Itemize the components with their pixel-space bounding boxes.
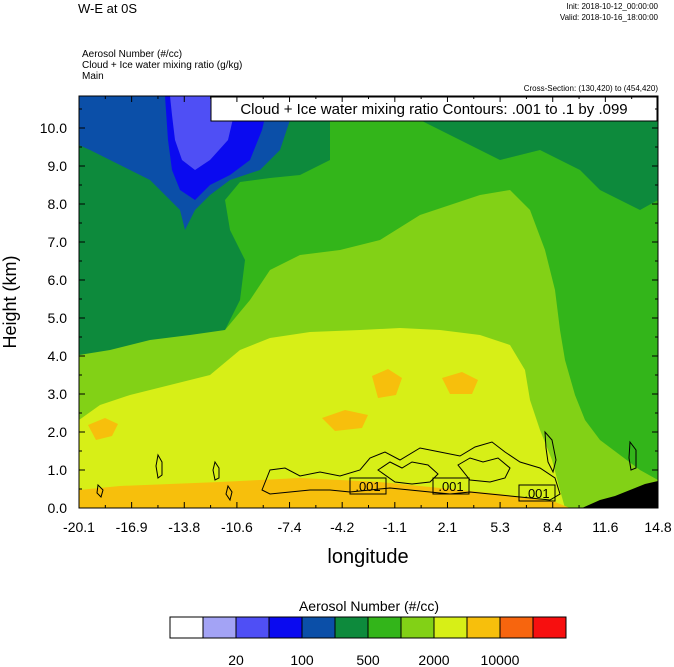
x-axis-title: longitude	[327, 546, 408, 568]
cloud-contour-line	[261, 441, 561, 501]
colorbar-swatch	[268, 616, 303, 639]
filled-contours	[79, 96, 658, 508]
terrain	[582, 481, 658, 508]
y-tick-label: 8.0	[48, 196, 68, 212]
contour-info-box	[210, 96, 658, 122]
colorbar-title: Aerosol Number (#/cc)	[299, 598, 439, 614]
contour-labels: .001 .001 .001	[349, 477, 556, 502]
contour-info-text: Cloud + Ice water mixing ratio Contours:…	[240, 101, 627, 118]
contour-label-box	[518, 484, 556, 502]
colorbar-swatch	[301, 616, 336, 639]
cloud-contour-line	[377, 461, 439, 485]
plot-area	[78, 95, 659, 509]
y-tick-label: 2.0	[48, 424, 68, 440]
y-tick-label: 1.0	[48, 462, 68, 478]
y-tick-label: 10.0	[40, 120, 67, 136]
cloud-contour-line	[155, 453, 163, 479]
y-tick-label: 0.0	[48, 500, 68, 516]
x-axis: -20.1 -16.9 -13.8 -10.6 -7.4 -4.2 -1.1 2.1 5.3 8.…	[63, 96, 672, 535]
colorbar-swatch	[169, 616, 204, 639]
colorbar-label: 10000	[481, 652, 520, 667]
colorbar-swatch	[334, 616, 369, 639]
cloud-ice-contours	[96, 430, 637, 502]
x-tick-label: 2.1	[438, 519, 458, 535]
colorbar-swatch	[367, 616, 402, 639]
cloud-contour-line	[544, 430, 557, 474]
x-tick-label: -1.1	[383, 519, 407, 535]
cloud-contour-line	[628, 440, 637, 471]
x-tick-label: -16.9	[116, 519, 148, 535]
contour-fill-orange-patch-4	[442, 372, 478, 394]
colorbar-swatch	[433, 616, 468, 639]
contour-fill-upper-right	[400, 96, 658, 210]
cloud-contour-line	[212, 460, 220, 481]
x-tick-label: 5.3	[490, 519, 510, 535]
y-tick-label: 3.0	[48, 386, 68, 402]
cloud-contour-line	[457, 457, 511, 483]
x-tick-label: -10.6	[221, 519, 253, 535]
cross-section-label: Cross-Section: (130,420) to (454,420)	[523, 84, 658, 93]
colorbar-label: 100	[290, 652, 314, 667]
contour-fill-orange-low	[79, 478, 570, 508]
colorbar-label: 20	[228, 652, 244, 667]
contour-label: .001	[438, 479, 463, 494]
cloud-contour-line	[96, 483, 104, 498]
contour-label-box	[432, 477, 470, 495]
x-tick-label: -7.4	[277, 519, 301, 535]
field-cloud-ice: Cloud + Ice water mixing ratio (g/kg)	[82, 60, 243, 71]
x-tick-label: -20.1	[63, 519, 95, 535]
y-axis-title: Height (km)	[0, 255, 20, 348]
y-tick-label: 5.0	[48, 310, 68, 326]
x-tick-label: 8.4	[543, 519, 563, 535]
contour-fill-orange-patch-3	[372, 369, 402, 398]
colorbar-swatch	[466, 616, 501, 639]
contour-fill-orange-patch-1	[88, 418, 118, 440]
y-tick-label: 7.0	[48, 234, 68, 250]
x-tick-label: 11.6	[592, 519, 618, 535]
contour-label: .001	[524, 486, 549, 501]
contour-label: .001	[355, 479, 380, 494]
y-tick-label: 4.0	[48, 348, 68, 364]
plot-title: W-E at 0S	[78, 1, 138, 16]
colorbar-label: 500	[356, 652, 380, 667]
cloud-contour-line	[225, 484, 233, 502]
colorbar-label: 2000	[418, 652, 449, 667]
x-tick-label: 14.8	[644, 519, 671, 535]
contour-fill-orange-patch-2	[322, 410, 368, 431]
colorbar-swatch	[400, 616, 435, 639]
y-axis: 0.0 1.0 2.0 3.0 4.0 5.0 6.0 7.0 8.0 9.0 10.0	[40, 108, 658, 516]
x-tick-label: -13.8	[168, 519, 200, 535]
colorbar-labels: 20 100 500 2000 10000	[228, 652, 519, 667]
colorbar-swatch	[499, 616, 534, 639]
colorbar	[169, 616, 567, 639]
colorbar-swatch	[532, 616, 567, 639]
init-time: Init: 2018-10-12_00:00:00	[566, 2, 658, 11]
x-tick-label: -4.2	[330, 519, 354, 535]
colorbar-swatch	[235, 616, 270, 639]
field-aerosol: Aerosol Number (#/cc)	[82, 49, 183, 60]
field-list: Aerosol Number (#/cc) Cloud + Ice water …	[82, 49, 242, 82]
contour-label-box	[349, 477, 387, 495]
field-main: Main	[82, 71, 104, 82]
y-tick-label: 9.0	[48, 158, 68, 174]
valid-time: Valid: 2018-10-16_18:00:00	[559, 13, 658, 22]
colorbar-swatch	[202, 616, 237, 639]
y-tick-label: 6.0	[48, 272, 68, 288]
